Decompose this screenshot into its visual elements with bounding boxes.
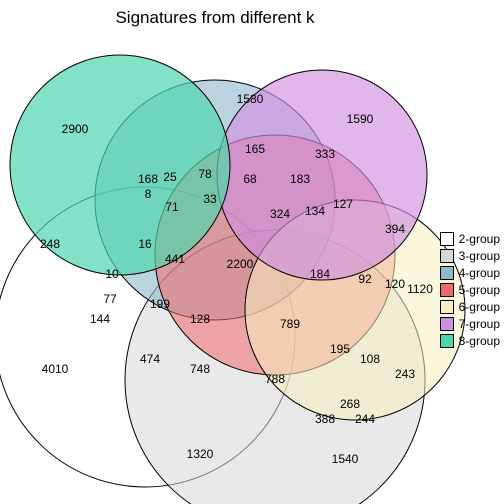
legend-item: 4-group xyxy=(440,264,500,281)
legend-swatch xyxy=(440,232,454,246)
legend-label: 6-group xyxy=(459,300,500,314)
legend-swatch xyxy=(440,249,454,263)
venn-count: 168 xyxy=(138,172,158,186)
legend-item: 5-group xyxy=(440,281,500,298)
venn-count: 10 xyxy=(105,267,119,281)
venn-count: 1580 xyxy=(237,92,264,106)
venn-count: 333 xyxy=(315,147,335,161)
venn-count: 248 xyxy=(40,237,60,251)
venn-count: 1120 xyxy=(407,282,433,296)
venn-count: 183 xyxy=(290,172,310,186)
venn-count: 1540 xyxy=(332,452,359,466)
venn-count: 68 xyxy=(243,172,257,186)
venn-count: 4010 xyxy=(42,362,69,376)
venn-count: 243 xyxy=(395,367,415,381)
venn-count: 165 xyxy=(245,142,265,156)
venn-count: 195 xyxy=(330,342,350,356)
legend-label: 4-group xyxy=(459,266,500,280)
legend-item: 6-group xyxy=(440,298,500,315)
legend-item: 3-group xyxy=(440,247,500,264)
legend-label: 8-group xyxy=(459,334,500,348)
venn-count: 1590 xyxy=(347,112,374,126)
legend-label: 2-group xyxy=(459,232,500,246)
legend-item: 8-group xyxy=(440,332,500,349)
legend-swatch xyxy=(440,300,454,314)
venn-count: 78 xyxy=(198,167,212,181)
legend-swatch xyxy=(440,334,454,348)
venn-count: 388 xyxy=(315,412,335,426)
legend-swatch xyxy=(440,266,454,280)
venn-count: 16 xyxy=(138,237,152,251)
legend: 2-group 3-group 4-group 5-group 6-group 7-gro… xyxy=(440,230,500,349)
venn-count: 77 xyxy=(103,292,117,306)
venn-count: 25 xyxy=(163,170,177,184)
venn-count: 33 xyxy=(203,192,217,206)
legend-item: 2-group xyxy=(440,230,500,247)
venn-count: 2200 xyxy=(227,257,254,271)
venn-count: 789 xyxy=(280,317,300,331)
venn-count: 120 xyxy=(385,277,405,291)
venn-count: 108 xyxy=(360,352,380,366)
venn-count: 2900 xyxy=(62,122,89,136)
venn-count: 748 xyxy=(190,362,210,376)
legend-swatch xyxy=(440,317,454,331)
venn-count: 92 xyxy=(358,272,372,286)
venn-count: 474 xyxy=(140,352,160,366)
legend-label: 7-group xyxy=(459,317,500,331)
legend-label: 3-group xyxy=(459,249,500,263)
venn-count: 71 xyxy=(165,200,179,214)
venn-count: 1320 xyxy=(187,447,214,461)
venn-count: 8 xyxy=(145,187,152,201)
venn-count: 441 xyxy=(165,252,185,266)
venn-count: 127 xyxy=(333,197,353,211)
venn-figure: Signatures from different k 290015801590… xyxy=(0,0,504,504)
venn-count: 128 xyxy=(190,312,210,326)
legend-item: 7-group xyxy=(440,315,500,332)
venn-count: 324 xyxy=(270,207,290,221)
venn-canvas: 2900 1580 1590 165 333 168 25 8 78 33 68 183 71 134 12… xyxy=(0,0,504,504)
venn-count: 394 xyxy=(385,222,405,236)
venn-count: 244 xyxy=(355,412,375,426)
venn-count: 144 xyxy=(90,312,110,326)
venn-count: 184 xyxy=(310,267,330,281)
legend-label: 5-group xyxy=(459,283,500,297)
venn-count: 199 xyxy=(150,297,170,311)
venn-count: 268 xyxy=(340,397,360,411)
venn-count: 134 xyxy=(305,204,325,218)
legend-swatch xyxy=(440,283,454,297)
venn-count: 788 xyxy=(265,372,285,386)
